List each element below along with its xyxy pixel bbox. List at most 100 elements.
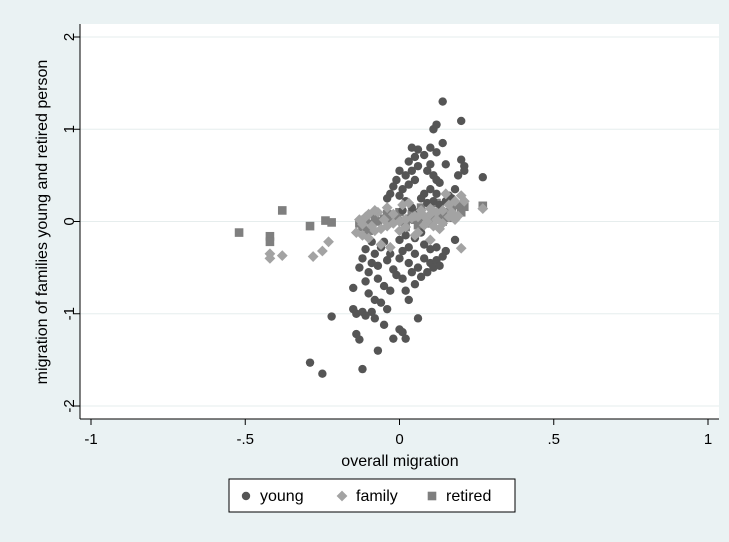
data-point	[382, 256, 392, 265]
data-point	[264, 248, 276, 260]
x-tick-label: -.5	[236, 431, 254, 448]
data-point	[375, 223, 387, 235]
data-point	[382, 194, 392, 203]
data-point	[378, 214, 390, 226]
data-point	[386, 286, 395, 295]
data-point	[452, 210, 464, 222]
data-point	[398, 328, 407, 337]
data-point	[410, 280, 420, 289]
data-point	[400, 221, 412, 233]
y-tick-label: 1	[61, 125, 78, 133]
legend-item-family: family	[336, 488, 398, 505]
legend-label: family	[356, 488, 398, 505]
data-point	[327, 218, 336, 227]
data-point	[381, 202, 393, 214]
data-point	[401, 286, 410, 295]
data-point	[410, 152, 420, 162]
data-point	[401, 334, 410, 343]
data-point	[437, 217, 449, 229]
data-point	[413, 263, 423, 272]
x-tick-label: .5	[547, 431, 560, 448]
data-point	[355, 335, 364, 344]
data-point	[446, 206, 458, 218]
data-point	[457, 116, 466, 126]
data-point	[360, 211, 371, 223]
data-point	[426, 185, 435, 194]
data-point	[234, 228, 244, 237]
y-tick-label: 0	[61, 217, 78, 225]
data-point	[379, 281, 389, 291]
data-point	[376, 298, 386, 307]
data-point	[395, 191, 404, 200]
x-tick-label: 0	[395, 431, 403, 448]
data-point	[364, 226, 373, 236]
data-point	[477, 203, 489, 214]
data-point	[392, 270, 401, 280]
data-point	[389, 182, 398, 191]
data-point	[478, 173, 487, 182]
data-point	[364, 289, 373, 298]
data-point	[432, 120, 441, 129]
data-point	[428, 220, 439, 232]
data-point	[401, 231, 410, 240]
data-point	[394, 216, 405, 227]
data-point	[395, 235, 404, 245]
data-point	[265, 231, 275, 241]
data-point	[413, 145, 423, 154]
legend-box	[228, 478, 516, 513]
data-point	[456, 207, 466, 217]
data-point	[318, 369, 327, 378]
data-point	[423, 268, 432, 277]
data-point	[459, 202, 469, 212]
data-point	[419, 240, 429, 249]
data-point	[395, 166, 404, 175]
data-point	[398, 206, 407, 215]
data-point	[389, 334, 398, 343]
data-point	[432, 148, 441, 157]
data-points	[234, 97, 489, 378]
data-point	[398, 185, 407, 194]
data-point	[403, 197, 415, 209]
data-point	[367, 307, 376, 317]
data-point	[407, 268, 417, 277]
data-point	[373, 274, 383, 283]
data-point	[404, 243, 413, 252]
data-point	[416, 194, 426, 203]
data-point	[370, 249, 380, 258]
data-point	[404, 157, 413, 166]
data-point	[457, 155, 466, 164]
data-point	[358, 254, 367, 263]
data-point	[373, 261, 383, 270]
data-point	[327, 312, 336, 321]
data-point	[432, 189, 441, 199]
data-point	[387, 208, 399, 220]
y-tick-label: 2	[61, 33, 78, 41]
data-point	[410, 249, 420, 258]
data-point	[394, 225, 405, 237]
data-point	[450, 185, 460, 194]
data-point	[415, 205, 427, 216]
data-point	[373, 346, 383, 355]
data-point	[416, 272, 426, 282]
data-point	[305, 221, 315, 231]
data-point	[424, 203, 436, 214]
data-point	[370, 314, 380, 323]
legend: young family retired	[228, 478, 516, 513]
data-point	[373, 217, 383, 226]
data-point	[358, 364, 367, 374]
data-point	[375, 239, 387, 250]
data-point	[379, 320, 389, 330]
data-point	[366, 220, 378, 232]
axis-ticks: -2 -1 0 1 2 -1 -.5 0 .5 1	[61, 33, 712, 448]
data-point	[404, 295, 413, 305]
data-point	[453, 200, 463, 210]
data-point	[419, 150, 429, 160]
data-point	[323, 236, 334, 248]
data-point	[404, 258, 413, 268]
data-point	[265, 237, 275, 247]
data-point	[384, 241, 396, 253]
data-point	[435, 261, 444, 270]
data-point	[426, 160, 435, 169]
data-point	[404, 180, 413, 189]
